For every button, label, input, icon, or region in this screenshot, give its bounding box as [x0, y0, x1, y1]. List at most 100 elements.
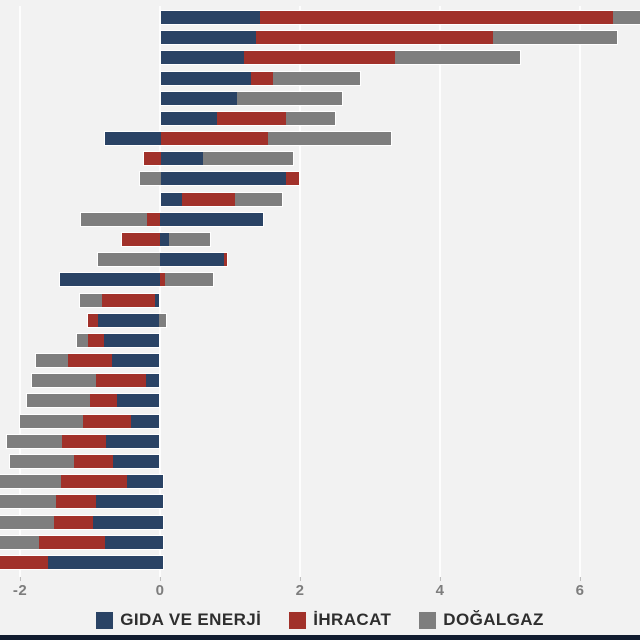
axis-tick-label: 6 [575, 582, 585, 599]
bar-segment-dogalgaz [272, 71, 360, 85]
bar-segment-gida-ve-enerji [60, 273, 160, 287]
bar-row-9 [139, 171, 300, 187]
axis-tick [20, 577, 21, 581]
bar-row-14 [59, 272, 214, 288]
plot-area [0, 6, 640, 577]
bar-segment-dogalgaz [0, 495, 56, 509]
bar-segment-ihracat [54, 515, 94, 529]
bar-segment-dogalgaz [268, 132, 391, 146]
bar-segment-gida-ve-enerji [160, 212, 263, 226]
bar-segment-dogalgaz [32, 374, 97, 388]
bar-row-17 [76, 332, 160, 348]
gridline--2 [19, 6, 21, 577]
bar-segment-gida-ve-enerji [161, 31, 257, 45]
bar-segment-ihracat [90, 394, 117, 408]
gridline-4 [439, 6, 441, 577]
bar-row-20 [26, 393, 160, 409]
bar-row-1 [160, 10, 640, 25]
legend-label-ihracat: İHRACAT [313, 610, 392, 629]
bar-segment-gida-ve-enerji [106, 434, 159, 448]
axis-tick-label: 0 [155, 582, 165, 599]
bar-segment-ihracat [160, 132, 269, 146]
bar-segment-gida-ve-enerji [131, 414, 159, 428]
bar-segment-dogalgaz [286, 111, 336, 125]
bar-segment-gida-ve-enerji [112, 454, 159, 468]
bar-row-23 [8, 453, 160, 469]
legend-label-dogalgaz: DOĞALGAZ [443, 610, 544, 629]
bar-segment-gida-ve-enerji [95, 495, 164, 509]
legend: GIDA VE ENERJİ İHRACAT DOĞALGAZ [0, 610, 640, 630]
bar-row-24 [0, 474, 164, 490]
bar-segment-gida-ve-enerji [161, 51, 244, 65]
bar-segment-ihracat [251, 71, 273, 85]
legend-item-dogalgaz: DOĞALGAZ [419, 610, 543, 630]
bar-segment-ihracat [224, 253, 227, 267]
bar-segment-gida-ve-enerji [97, 313, 160, 327]
bar-segment-ihracat [74, 454, 113, 468]
bar-segment-gida-ve-enerji [104, 333, 160, 347]
bar-row-26 [0, 514, 164, 530]
bar-segment-dogalgaz [140, 172, 161, 186]
bar-segment-gida-ve-enerji [161, 192, 183, 206]
bar-segment-dogalgaz [27, 394, 91, 408]
axis-tick [300, 577, 301, 581]
legend-label-gida-ve-enerji: GIDA VE ENERJİ [120, 610, 262, 629]
bar-segment-gida-ve-enerji [161, 11, 260, 24]
bar-row-2 [160, 30, 618, 46]
bar-segment-gida-ve-enerji [48, 555, 163, 569]
bar-segment-dogalgaz [0, 515, 55, 529]
bar-row-19 [31, 373, 160, 389]
bar-segment-dogalgaz [98, 253, 161, 267]
bar-segment-gida-ve-enerji [161, 111, 218, 125]
bar-segment-ihracat [121, 232, 161, 246]
bar-segment-dogalgaz [164, 273, 213, 287]
bar-segment-ihracat [143, 152, 161, 166]
bar-segment-dogalgaz [36, 354, 69, 368]
gridline-0 [159, 6, 161, 577]
bar-row-10 [160, 191, 284, 207]
bar-row-6 [160, 110, 337, 126]
bar-row-15 [78, 292, 160, 308]
axis-tick [580, 577, 581, 581]
bar-segment-ihracat [68, 354, 113, 368]
bar-row-12 [120, 231, 212, 247]
bar-segment-ihracat [87, 333, 105, 347]
axis-tick [160, 577, 161, 581]
bar-segment-ihracat [182, 192, 235, 206]
bar-segment-ihracat [146, 212, 161, 226]
bar-segment-dogalgaz [237, 91, 343, 105]
bar-segment-dogalgaz [79, 293, 103, 307]
legend-swatch-red-icon [289, 611, 307, 629]
bar-segment-gida-ve-enerji [154, 293, 159, 307]
axis-tick-label: 4 [435, 582, 445, 599]
bar-segment-ihracat [83, 414, 132, 428]
bar-segment-gida-ve-enerji [116, 394, 159, 408]
bar-segment-dogalgaz [492, 31, 617, 45]
bar-segment-gida-ve-enerji [160, 253, 225, 267]
bar-segment-dogalgaz [7, 434, 63, 448]
bar-row-25 [0, 494, 164, 510]
bar-row-5 [160, 90, 344, 106]
bar-segment-dogalgaz [612, 11, 640, 24]
bar-segment-dogalgaz [0, 475, 62, 489]
legend-item-ihracat: İHRACAT [289, 610, 391, 630]
bar-row-3 [160, 50, 521, 66]
bar-segment-gida-ve-enerji [161, 91, 238, 105]
axis-tick-label: -2 [12, 582, 28, 599]
bar-segment-ihracat [55, 495, 96, 509]
bar-segment-ihracat [256, 31, 493, 45]
bar-segment-ihracat [87, 313, 98, 327]
bar-segment-gida-ve-enerji [160, 172, 286, 186]
bar-segment-gida-ve-enerji [105, 132, 161, 146]
bar-segment-gida-ve-enerji [160, 232, 170, 246]
legend-swatch-blue-icon [96, 611, 114, 629]
bar-segment-ihracat [217, 111, 287, 125]
bar-row-11 [79, 211, 264, 227]
legend-swatch-gray-icon [419, 611, 437, 629]
axis-tick [440, 577, 441, 581]
x-axis: -2 0 2 4 6 [0, 577, 640, 603]
bar-row-8 [142, 151, 294, 167]
bar-segment-gida-ve-enerji [93, 515, 163, 529]
bar-row-16 [86, 312, 167, 328]
